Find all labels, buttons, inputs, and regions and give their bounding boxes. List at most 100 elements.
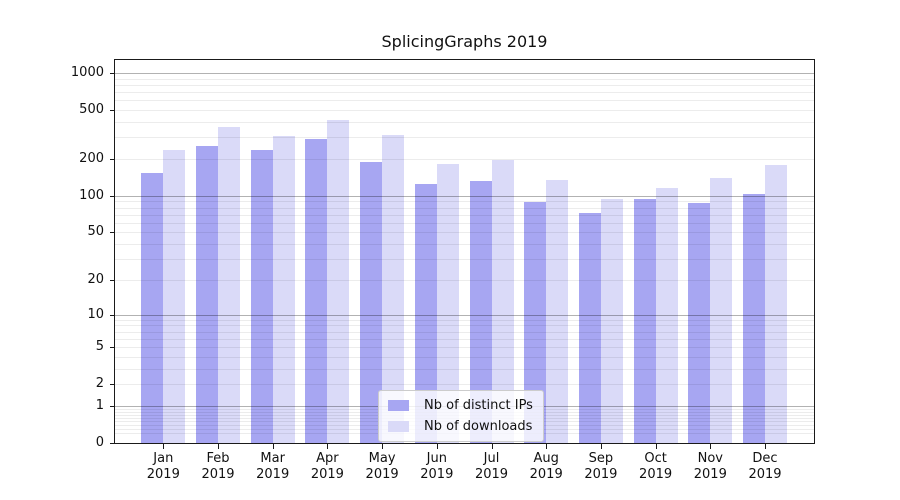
- y-tick-mark: [110, 347, 115, 349]
- plot-area: Nb of distinct IPs Nb of downloads: [114, 59, 815, 444]
- bar-distinct-ips: [305, 138, 328, 443]
- x-tick-mark: [710, 444, 712, 449]
- y-axis-tick-label: 2: [95, 376, 104, 392]
- x-tick-mark: [600, 444, 602, 449]
- grid-line-minor: [115, 356, 814, 358]
- legend-entry: Nb of downloads: [388, 418, 534, 435]
- bar-downloads: [710, 178, 733, 443]
- x-tick-month: Mar: [260, 451, 285, 466]
- grid-line-minor: [115, 78, 814, 80]
- legend-entry: Nb of distinct IPs: [388, 397, 534, 414]
- grid-line-minor: [115, 232, 814, 234]
- y-axis-tick-label: 20: [87, 271, 104, 287]
- grid-line-major: [115, 72, 814, 74]
- x-axis-tick-label: Dec 2019: [733, 451, 797, 483]
- bar-downloads: [272, 136, 295, 443]
- bar-distinct-ips: [469, 180, 492, 443]
- bar-distinct-ips: [196, 145, 218, 443]
- grid-line-minor: [115, 331, 814, 333]
- y-axis-tick-label: 0: [95, 435, 104, 450]
- x-tick-year: 2019: [584, 467, 618, 482]
- bar-distinct-ips: [414, 183, 437, 443]
- y-axis-tick-label: 500: [79, 102, 104, 118]
- y-axis-tick-label: 10: [87, 306, 104, 322]
- x-tick-year: 2019: [529, 467, 563, 482]
- legend-label: Nb of distinct IPs: [424, 397, 533, 413]
- x-tick-mark: [382, 444, 384, 449]
- bar-distinct-ips: [360, 162, 383, 443]
- grid-line-minor: [115, 279, 814, 281]
- bar-downloads: [218, 126, 240, 443]
- x-tick-year: 2019: [146, 467, 180, 482]
- legend-swatch-distinct-ips: [388, 400, 409, 411]
- x-tick-year: 2019: [310, 467, 344, 482]
- grid-line-major: [115, 195, 814, 197]
- x-tick-year: 2019: [693, 467, 727, 482]
- x-axis-tick-label: Oct 2019: [624, 451, 688, 483]
- bar-downloads: [163, 149, 186, 443]
- bar-distinct-ips: [688, 202, 711, 443]
- chart-title: SplicingGraphs 2019: [381, 32, 548, 51]
- grid-line-minor: [115, 338, 814, 340]
- x-tick-year: 2019: [474, 467, 509, 482]
- x-tick-month: Nov: [697, 451, 723, 466]
- grid-line-minor: [115, 214, 814, 216]
- bar-distinct-ips: [250, 149, 273, 443]
- bar-downloads: [546, 179, 569, 443]
- y-axis-tick-label: 50: [87, 224, 104, 240]
- grid-line-minor: [115, 207, 814, 209]
- x-tick-mark: [655, 444, 657, 449]
- x-tick-mark: [327, 444, 329, 449]
- x-tick-year: 2019: [365, 467, 399, 482]
- legend-swatch-downloads: [388, 421, 409, 432]
- legend: Nb of distinct IPs Nb of downloads: [378, 390, 544, 442]
- x-tick-month: Dec: [752, 451, 778, 466]
- bar-distinct-ips: [578, 213, 601, 443]
- bar-distinct-ips: [633, 198, 656, 443]
- bar-downloads: [436, 163, 459, 443]
- grid-line-minor: [115, 347, 814, 349]
- grid-line-minor: [115, 384, 814, 386]
- x-axis-tick-label: Jun 2019: [405, 451, 469, 483]
- grid-line-minor: [115, 259, 814, 261]
- x-tick-month: Apr: [316, 451, 339, 466]
- y-axis-tick-label: 1000: [70, 64, 104, 80]
- x-tick-month: Sep: [588, 451, 614, 466]
- x-tick-mark: [163, 444, 165, 449]
- grid-line-minor: [115, 84, 814, 86]
- y-tick-mark: [110, 279, 115, 281]
- bar-downloads: [600, 198, 623, 443]
- y-tick-mark: [110, 314, 115, 316]
- grid-line-minor: [115, 319, 814, 321]
- x-tick-month: Feb: [206, 451, 230, 466]
- y-tick-mark: [110, 443, 115, 444]
- y-axis-tick-label: 1: [95, 397, 104, 413]
- x-tick-year: 2019: [420, 467, 454, 482]
- y-tick-mark: [110, 405, 115, 407]
- x-axis-tick-label: Feb 2019: [186, 451, 250, 483]
- x-tick-month: Jul: [483, 451, 500, 466]
- bar-downloads: [327, 120, 350, 443]
- x-tick-mark: [272, 444, 274, 449]
- grid-line-minor: [115, 121, 814, 123]
- grid-line-minor: [115, 368, 814, 370]
- x-tick-month: Jun: [426, 451, 447, 466]
- grid-line-minor: [115, 137, 814, 139]
- x-axis-tick-label: Aug 2019: [514, 451, 578, 483]
- y-tick-mark: [110, 195, 115, 197]
- x-tick-mark: [436, 444, 438, 449]
- grid-line-minor: [115, 244, 814, 246]
- grid-line-minor: [115, 325, 814, 327]
- x-axis-tick-label: Jan 2019: [131, 451, 195, 483]
- grid-line-minor: [115, 222, 814, 224]
- x-tick-year: 2019: [201, 467, 235, 482]
- bar-downloads: [491, 160, 514, 443]
- x-tick-mark: [491, 444, 493, 449]
- x-axis-tick-label: Nov 2019: [678, 451, 742, 483]
- x-axis-tick-label: Apr 2019: [295, 451, 359, 483]
- y-axis-tick-label: 100: [79, 187, 104, 203]
- x-tick-mark: [546, 444, 548, 449]
- y-axis-tick-label: 200: [79, 150, 104, 166]
- y-tick-mark: [110, 158, 115, 160]
